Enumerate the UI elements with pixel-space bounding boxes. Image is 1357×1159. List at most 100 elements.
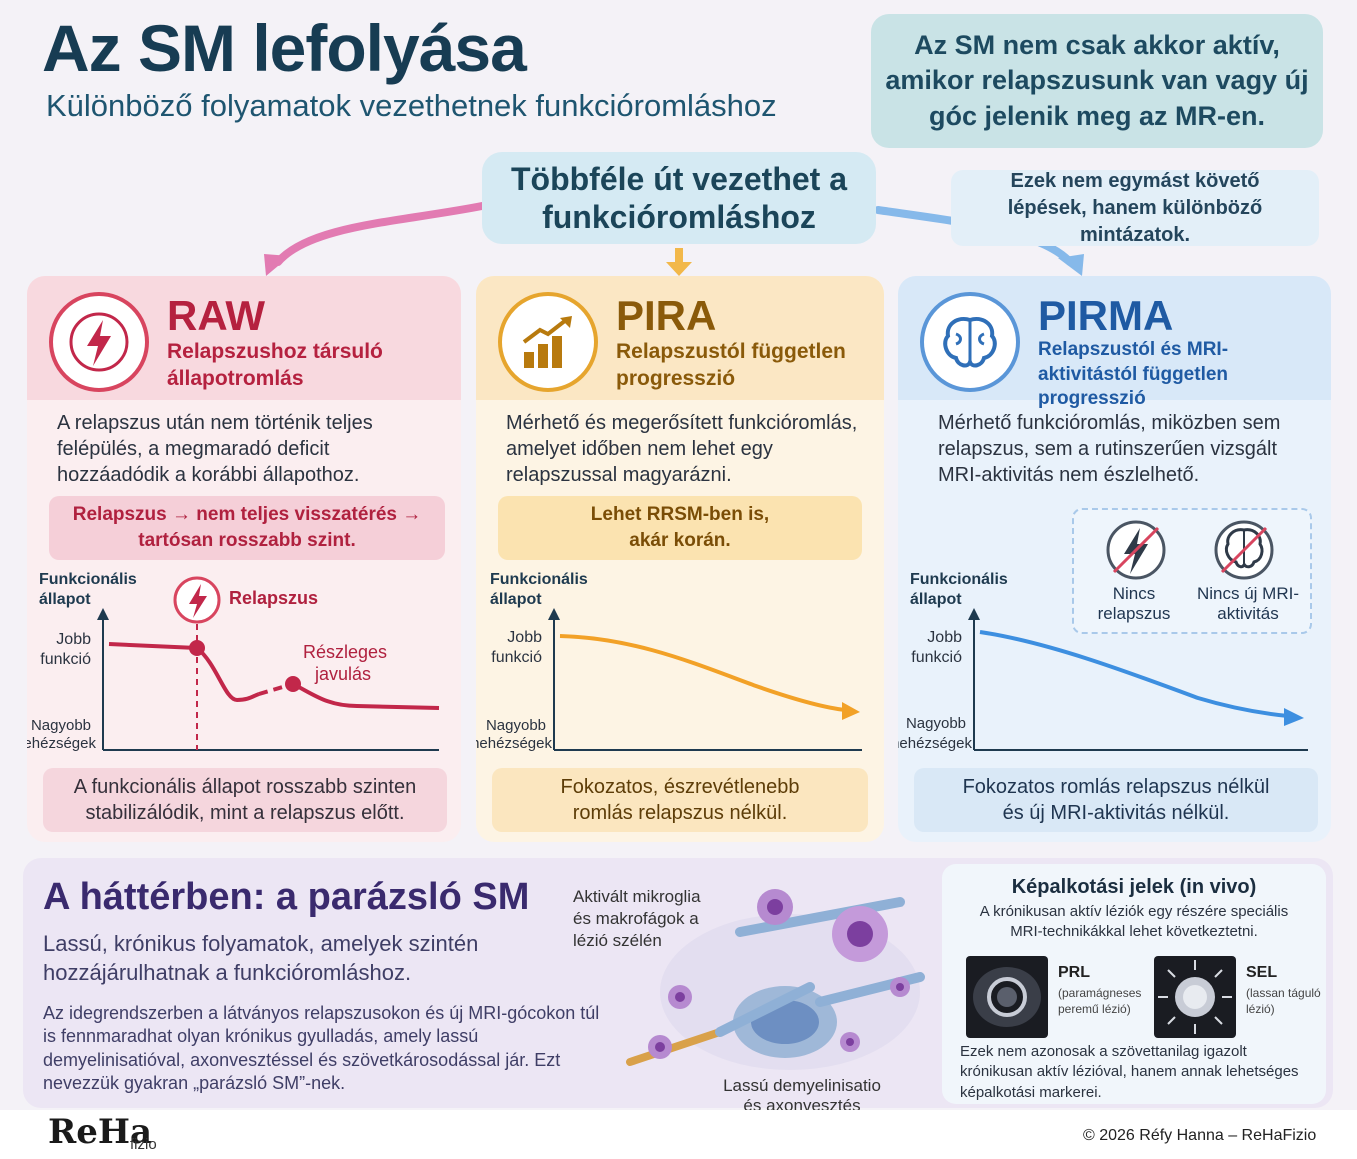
raw-chart-top-label-1: Jobb (56, 631, 91, 648)
pira-chart-ylabel-2: állapot (490, 591, 542, 608)
patterns-box: Ezek nem egymást követő lépések, hanem k… (951, 170, 1319, 246)
raw-line-drop (195, 646, 260, 703)
pira-trend-line (559, 634, 847, 712)
raw-chart-top-label-2: funkció (40, 651, 91, 668)
raw-line-recovery (258, 682, 294, 696)
raw-chart: Funkcionális állapot Jobb funkció Nagyob… (27, 571, 440, 752)
pira-callout-text: Lehet RRSM-ben is, akár korán. (590, 504, 770, 551)
pira-chart: Funkcionális állapot Jobb funkció Nagyob… (476, 571, 862, 752)
raw-footer-text: A funkcionális állapot rosszabb szinten … (73, 776, 417, 824)
raw-callout-text: Relapszus → nem teljes visszatérés → tar… (72, 504, 422, 551)
sel-sublabel: (lassan táguló lézió) (1246, 986, 1321, 1016)
microglia-label: Aktivált mikroglia és makrofágok a lézió… (573, 886, 723, 952)
raw-description: A relapszus után nem történik teljes fel… (57, 412, 373, 486)
pira-chart-ylabel-1: Funkcionális (490, 571, 588, 588)
pirma-footer-text: Fokozatos romlás relapszus nélkül és új … (962, 776, 1270, 824)
background-description: Az idegrendszerben a látványos relapszus… (43, 1003, 600, 1094)
paths-text: Többféle út vezethet a funkcióromláshoz (510, 160, 848, 235)
prl-mri-image (966, 956, 1048, 1038)
raw-partial-label-2: javulás (314, 664, 371, 684)
pirma-chart-ylabel-2: állapot (910, 591, 962, 608)
pirma-subtitle: Relapszustól és MRI-aktivitástól függetl… (1038, 339, 1229, 410)
pira-column: PIRA Relapszustól független progresszió … (476, 276, 884, 842)
pira-y-axis-head (548, 608, 560, 620)
note-box: Az SM nem csak akkor aktív, amikor relap… (871, 14, 1323, 148)
raw-y-axis-head (97, 608, 109, 620)
pirma-chart-bottom-label-1: Nagyobb (906, 715, 966, 732)
prl-label: PRL (1058, 964, 1090, 981)
raw-footer: A funkcionális állapot rosszabb szinten … (43, 768, 447, 832)
smoldering-lesion-illustration (626, 889, 925, 1070)
pira-footer-text: Fokozatos, észrevétlenebb romlás relapsz… (560, 776, 800, 824)
no-mri-label: Nincs új MRI-aktivitás (1196, 584, 1299, 624)
raw-chart-bottom-label-1: Nagyobb (31, 717, 91, 734)
pira-footer: Fokozatos, észrevétlenebb romlás relapsz… (492, 768, 868, 832)
sel-label: SEL (1246, 964, 1278, 981)
raw-relapse-bolt (189, 584, 207, 618)
patterns-text: Ezek nem egymást követő lépések, hanem k… (1007, 169, 1263, 246)
paths-box: Többféle út vezethet a funkcióromláshoz (482, 152, 876, 244)
imaging-subtitle: A krónikusan aktív léziók egy részére sp… (979, 903, 1289, 941)
note-text: Az SM nem csak akkor aktív, amikor relap… (885, 30, 1309, 131)
brain-icon (920, 292, 1020, 392)
pirma-header: PIRMA Relapszustól és MRI-aktivitástól f… (898, 276, 1331, 409)
pira-description: Mérhető és megerősített funkcióromlás, a… (506, 412, 858, 486)
pirma-chart: Funkcionális állapot Jobb funkció Nagyob… (898, 571, 1308, 752)
pira-chart-top-label-2: funkció (491, 649, 542, 666)
microglia-label-text: Aktivált mikroglia és makrofágok a lézió… (573, 887, 701, 951)
copyright: © 2026 Réfy Hanna – ReHaFizio (1083, 1127, 1317, 1144)
pirma-y-axis-head (968, 608, 980, 620)
raw-chart-ylabel-1: Funkcionális (39, 571, 137, 588)
raw-header: RAW Relapszushoz társuló állapotromlás (27, 276, 461, 400)
pira-header: PIRA Relapszustól független progresszió (476, 276, 884, 400)
raw-chart-bottom-label-2: nehézségek (27, 735, 96, 752)
raw-line-before (108, 642, 198, 650)
pira-subtitle: Relapszustól független progresszió (616, 340, 846, 391)
raw-line-after (292, 682, 440, 710)
raw-title: RAW (167, 292, 265, 339)
pirma-title: PIRMA (1038, 292, 1174, 339)
raw-partial-point (285, 676, 301, 692)
raw-callout: Relapszus → nem teljes visszatérés → tar… (49, 496, 445, 560)
pira-title: PIRA (616, 292, 717, 339)
pira-chart-bottom-label-2: nehézségek (476, 735, 552, 752)
background-title: A háttérben: a parázsló SM (43, 876, 530, 918)
rising-bars-icon (498, 292, 598, 392)
imaging-title: Képalkotási jelek (in vivo) (1011, 876, 1257, 898)
sel-mri-image (1154, 956, 1236, 1038)
pirma-footer: Fokozatos romlás relapszus nélkül és új … (914, 768, 1318, 832)
no-relapse-icon (1106, 520, 1166, 580)
rehafizio-logo: ReHa (48, 1112, 153, 1152)
microglia-cells (648, 889, 910, 1059)
page-title: Az SM lefolyása (42, 11, 527, 85)
pirma-column: PIRMA Relapszustól és MRI-aktivitástól f… (898, 276, 1331, 842)
arrow-head-raw (264, 254, 290, 276)
raw-chart-ylabel-2: állapot (39, 591, 91, 608)
raw-partial-label-1: Részleges (303, 642, 387, 662)
lightning-icon (49, 292, 149, 392)
arrow-head-pira (666, 262, 692, 276)
page-footer (0, 1110, 1357, 1159)
no-relapse-label: Nincs relapszus (1097, 584, 1171, 624)
pira-chart-top-label-1: Jobb (507, 629, 542, 646)
prl-sublabel: (paramágneses peremű lézió) (1058, 986, 1142, 1016)
background-subtitle: Lassú, krónikus folyamatok, amelyek szin… (43, 931, 479, 985)
raw-subtitle: Relapszushoz társuló állapotromlás (167, 340, 383, 391)
pirma-chart-ylabel-1: Funkcionális (910, 571, 1008, 588)
arrow-head-pirma (1058, 254, 1084, 276)
raw-relapse-point (189, 640, 205, 656)
pirma-trend-head (1284, 708, 1304, 726)
pirma-absence-box: Nincs relapszus Nincs új MRI-aktivitás (1072, 508, 1312, 634)
pira-chart-bottom-label-1: Nagyobb (486, 717, 546, 734)
pirma-chart-bottom-label-2: nehézségek (898, 735, 972, 752)
imaging-footer: Ezek nem azonosak a szövettanilag igazol… (960, 1043, 1299, 1101)
pirma-chart-top-label-1: Jobb (927, 629, 962, 646)
raw-relapse-label: Relapszus (229, 588, 318, 608)
no-mri-activity-icon (1214, 520, 1274, 580)
arrow-to-raw (274, 202, 486, 266)
pirma-description: Mérhető funkcióromlás, miközben sem rela… (938, 412, 1281, 486)
imaging-panel: Képalkotási jelek (in vivo) A krónikusan… (942, 864, 1326, 1104)
pira-trend-head (842, 702, 860, 720)
pira-callout: Lehet RRSM-ben is, akár korán. (498, 496, 862, 560)
page-subtitle: Különböző folyamatok vezethetnek funkció… (46, 88, 777, 123)
